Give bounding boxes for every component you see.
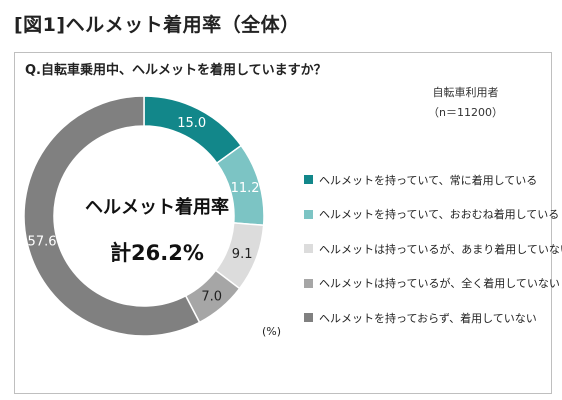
legend-swatch: [304, 209, 313, 219]
legend-item: ヘルメットは持っているが、全く着用していない: [304, 275, 560, 292]
legend-swatch: [304, 175, 313, 184]
donut-slice: [23, 95, 201, 337]
donut-chart: 15.0 11.2 9.1 7.0 57.6: [23, 95, 265, 337]
chart-panel: Q.自転車乗用中、ヘルメットを着用していますか？ 自転車利用者 （n＝11200…: [14, 52, 562, 394]
legend-swatch: [304, 313, 313, 322]
center-title: ヘルメット着用率: [85, 197, 229, 218]
legend-label: ヘルメットは持っているが、あまり着用していない: [319, 242, 562, 256]
legend-label: ヘルメットを持っておらず、着用していない: [319, 311, 537, 325]
legend-item: ヘルメットは持っているが、あまり着用していない: [304, 240, 562, 257]
respondent-group: 自転車利用者: [432, 86, 499, 99]
legend: ヘルメットを持っていて、常に着用している ヘルメットを持っていて、おおむね着用し…: [304, 171, 562, 344]
legend-item: ヘルメットを持っていて、おおむね着用している: [304, 206, 559, 223]
legend-swatch: [304, 278, 313, 288]
survey-question: Q.自転車乗用中、ヘルメットを着用していますか？: [25, 63, 327, 78]
page-title: [図1]ヘルメット着用率（全体）: [14, 14, 300, 36]
legend-label: ヘルメットを持っていて、おおむね着用している: [319, 208, 560, 221]
sample-info: 自転車利用者 （n＝11200）: [428, 83, 503, 123]
legend-item: ヘルメットを持っておらず、着用していない: [304, 309, 544, 326]
center-total: 計26.2%: [110, 241, 204, 265]
slice-data-label: 57.6: [28, 235, 57, 250]
slice-data-label: 9.1: [232, 247, 253, 262]
legend-item: ヘルメットを持っていて、常に着用している: [304, 171, 544, 188]
legend-swatch: [304, 244, 313, 253]
slice-data-label: 15.0: [177, 116, 206, 131]
unit-label: (%): [262, 325, 282, 338]
sample-size: （n＝11200）: [428, 106, 503, 119]
legend-label: ヘルメットを持っていて、常に着用している: [319, 173, 538, 187]
legend-label: ヘルメットは持っているが、全く着用していない: [319, 277, 560, 290]
slice-data-label: 7.0: [201, 290, 222, 305]
slice-data-label: 11.2: [231, 181, 260, 196]
